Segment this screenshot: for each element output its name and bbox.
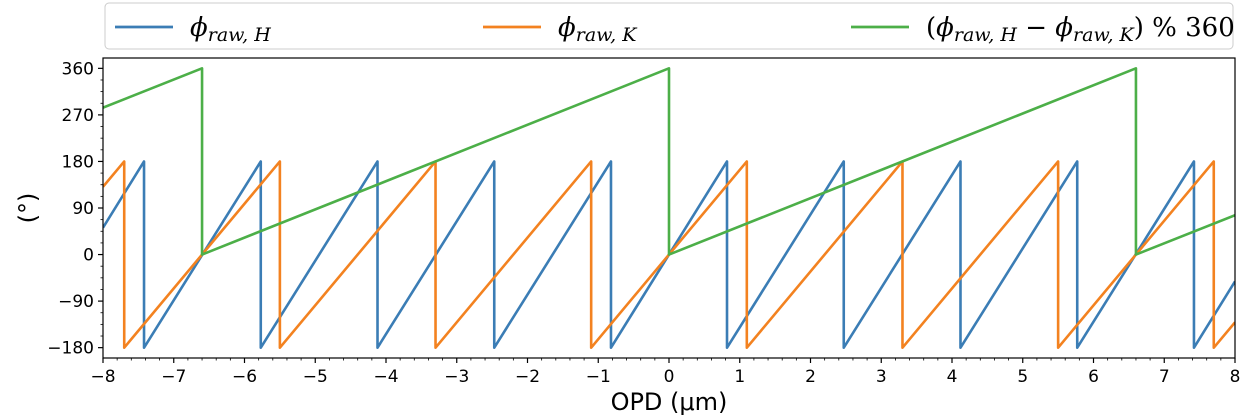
y-tick-label: 0 bbox=[83, 246, 94, 266]
x-tick-label: 0 bbox=[664, 367, 675, 387]
plot-series bbox=[103, 67, 1235, 349]
x-tick-label: −8 bbox=[90, 367, 115, 387]
x-tick-label: −3 bbox=[444, 367, 469, 387]
legend: ϕraw, H ϕraw, K (ϕraw, H − ϕraw, K) % 360 bbox=[104, 2, 1235, 50]
x-tick-label: 3 bbox=[876, 367, 887, 387]
x-tick-label: 5 bbox=[1017, 367, 1028, 387]
x-tick-label: 4 bbox=[947, 367, 958, 387]
x-tick-label: −7 bbox=[161, 367, 186, 387]
x-tick-label: −4 bbox=[373, 367, 398, 387]
legend-label-1: ϕraw, K bbox=[558, 13, 638, 46]
x-axis: −8 −7 −6 −5 −4 −3 −2 −1 0 1 2 3 4 5 6 7 8 bbox=[90, 358, 1240, 387]
x-axis-label: OPD (μm) bbox=[611, 388, 728, 416]
y-tick-label: 360 bbox=[62, 59, 94, 79]
y-tick-label: 270 bbox=[62, 106, 94, 126]
y-tick-label: −180 bbox=[47, 339, 94, 359]
x-tick-label: −2 bbox=[515, 367, 540, 387]
legend-label-2: (ϕraw, H − ϕraw, K) % 360 bbox=[926, 13, 1235, 46]
x-tick-label: −1 bbox=[586, 367, 611, 387]
series-line-2 bbox=[103, 67, 1235, 256]
y-axis-label: (°) bbox=[14, 193, 42, 224]
legend-label-0: ϕraw, H bbox=[190, 13, 271, 46]
x-tick-label: 7 bbox=[1159, 367, 1170, 387]
y-tick-label: −90 bbox=[58, 292, 94, 312]
y-tick-label: 180 bbox=[62, 152, 94, 172]
x-tick-label: 2 bbox=[805, 367, 816, 387]
y-tick-label: 90 bbox=[72, 199, 94, 219]
x-tick-label: 6 bbox=[1088, 367, 1099, 387]
legend-box bbox=[104, 2, 1234, 50]
y-axis: −180 −90 0 90 180 270 360 bbox=[47, 59, 103, 359]
x-tick-label: 1 bbox=[734, 367, 745, 387]
x-tick-label: −5 bbox=[303, 367, 328, 387]
x-tick-label: 8 bbox=[1230, 367, 1241, 387]
x-tick-label: −6 bbox=[232, 367, 257, 387]
